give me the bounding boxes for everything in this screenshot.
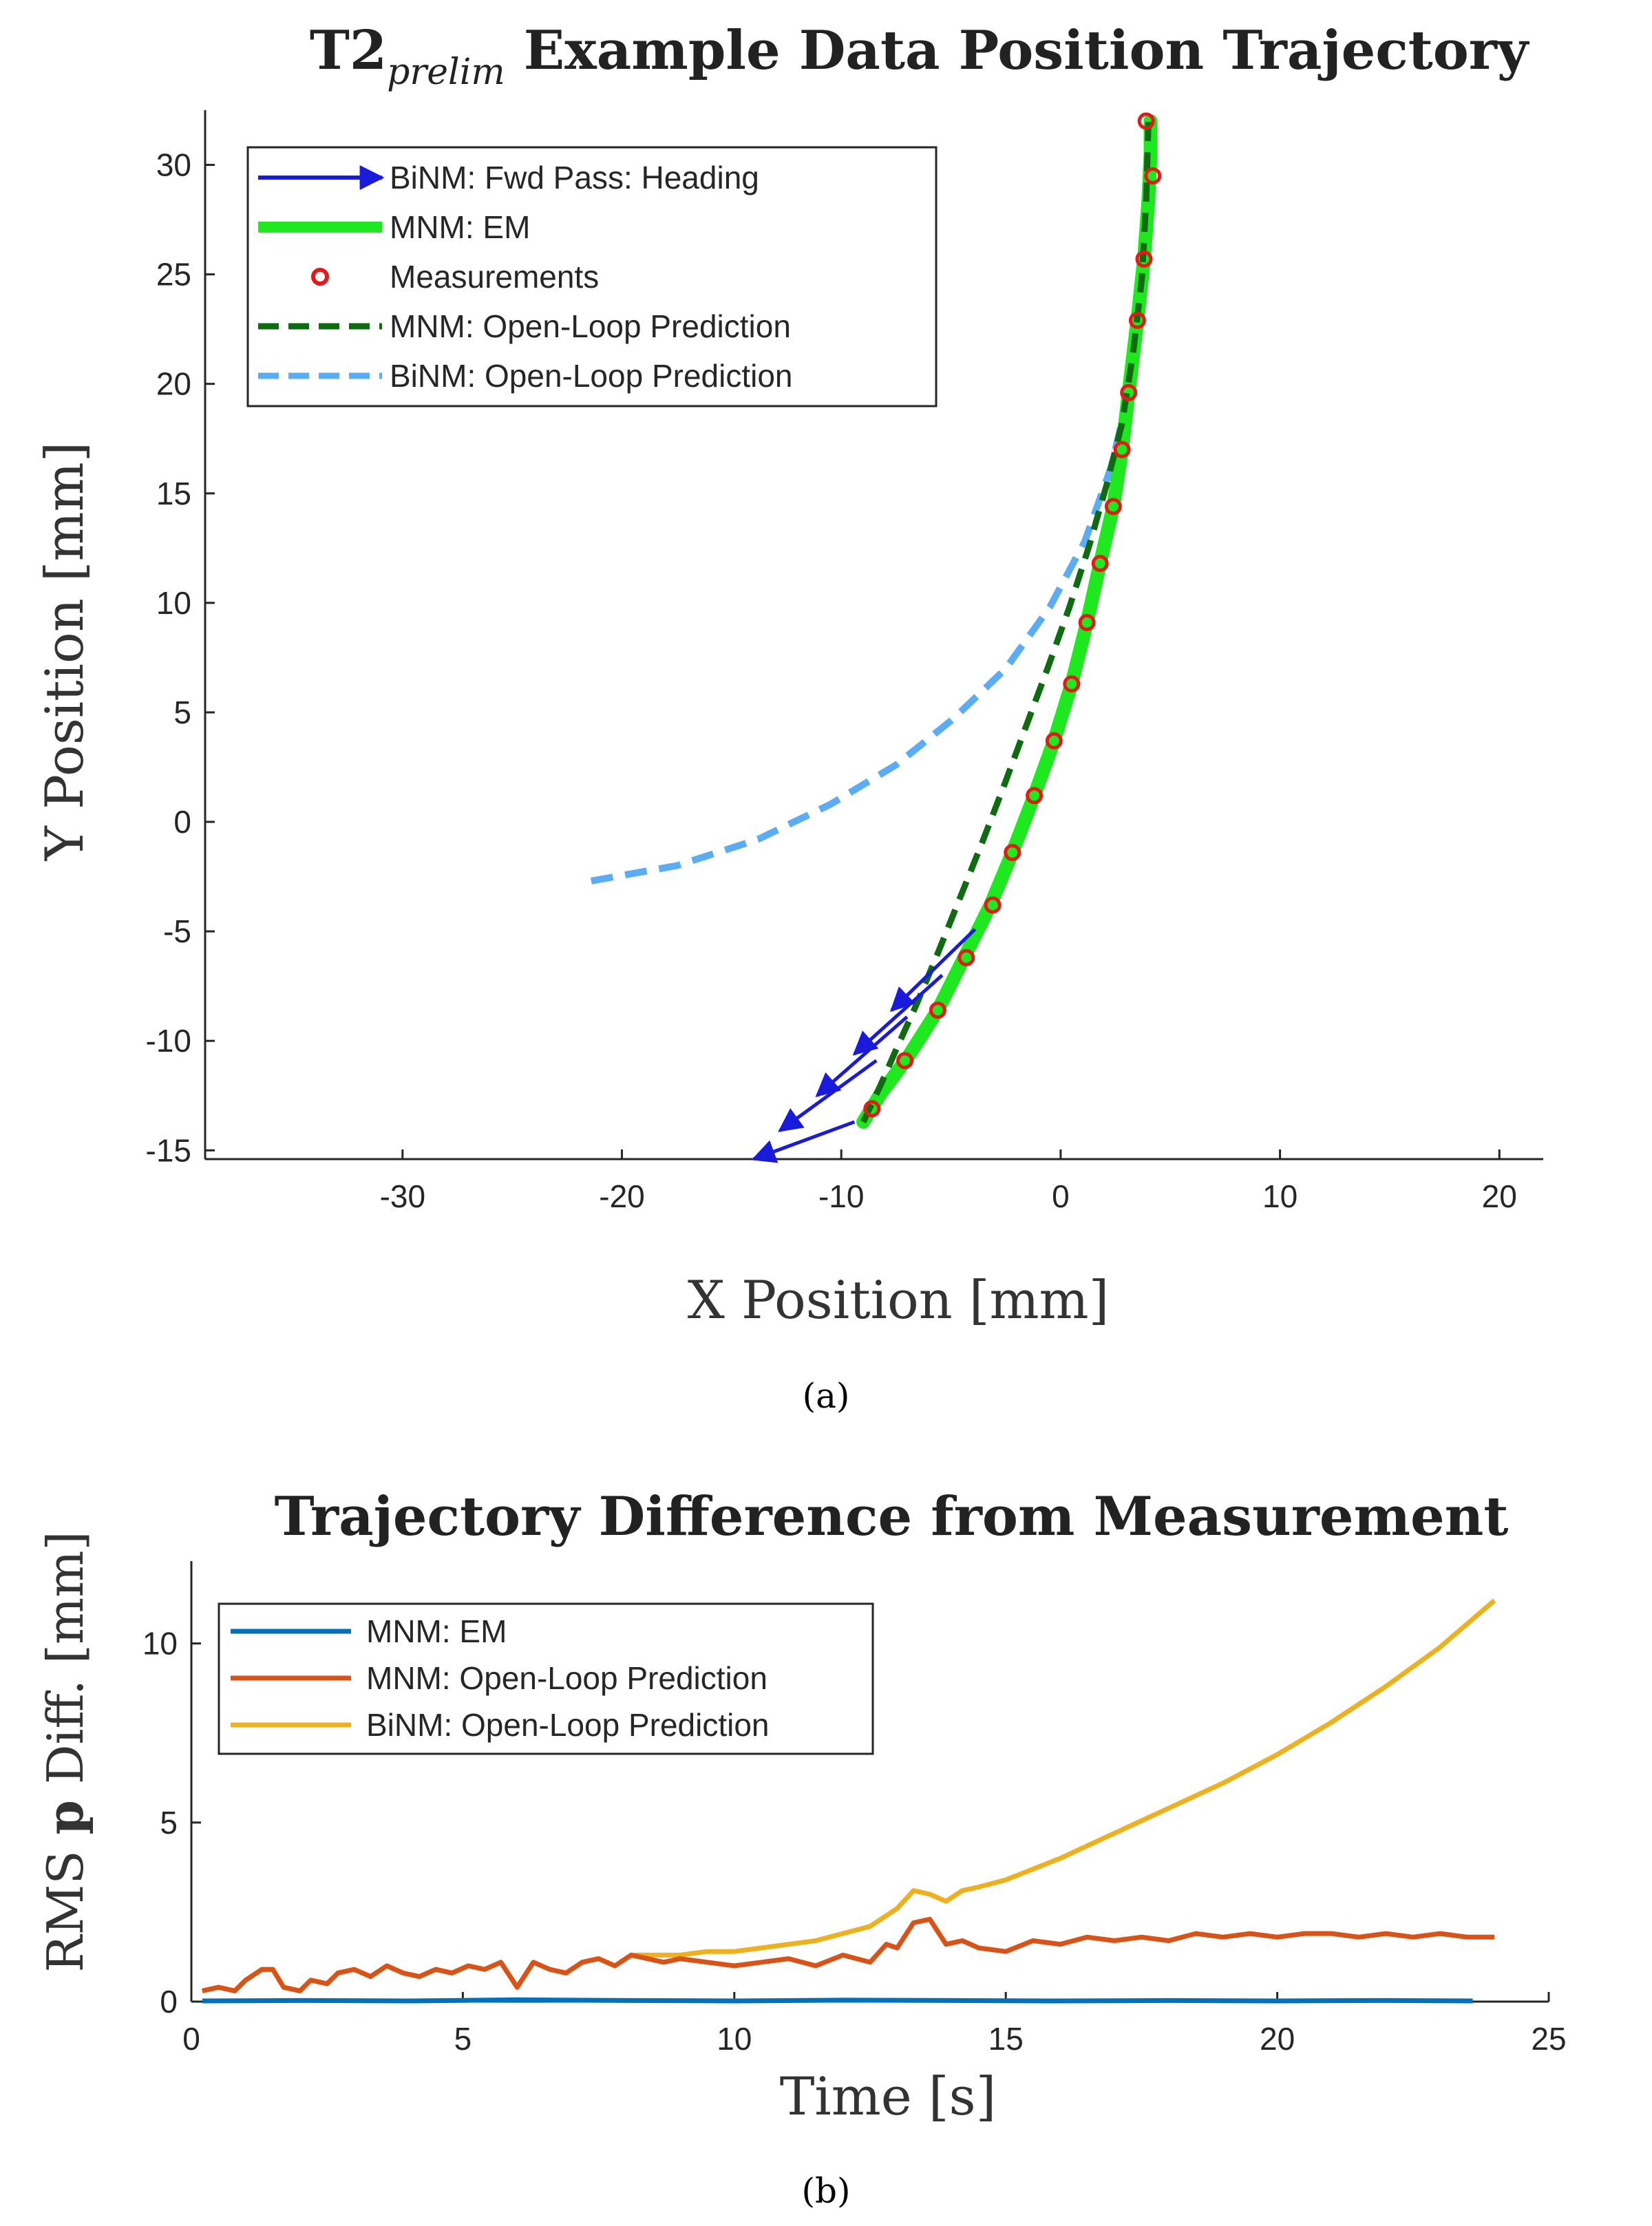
chart-b-x-tick-label: 20 — [1260, 2021, 1295, 2057]
legend-a-item-em: MNM: EM — [390, 209, 530, 245]
chart-a-legend: BiNM: Fwd Pass: Heading MNM: EM Measurem… — [258, 160, 793, 394]
series-mnm-open-loop-line — [202, 1916, 1495, 1993]
measurement-point — [1113, 441, 1131, 458]
legend-a-item-measurements: Measurements — [390, 259, 599, 295]
chart-b: Trajectory Difference from Measurement 0… — [36, 1485, 1567, 2211]
legend-a-item-heading: BiNM: Fwd Pass: Heading — [390, 160, 759, 195]
chart-a-x-tick-label: 10 — [1262, 1178, 1298, 1214]
chart-a: T2prelim Example Data Position Trajector… — [34, 19, 1543, 1416]
chart-a-caption: (a) — [803, 1376, 850, 1416]
legend-b-item-binm-ol: BiNM: Open-Loop Prediction — [366, 1707, 770, 1743]
chart-a-ylabel: Y Position [mm] — [34, 442, 95, 862]
measurement-point — [1137, 112, 1155, 130]
chart-a-y-tick-label: 25 — [156, 257, 191, 293]
chart-b-y-tick-label: 5 — [160, 1805, 178, 1841]
chart-a-y-tick-label: 0 — [173, 804, 191, 840]
chart-a-y-tick-label: -5 — [163, 913, 191, 949]
measurement-point — [1004, 844, 1021, 862]
measurement-point — [1135, 250, 1153, 268]
measurement-point — [1091, 555, 1109, 573]
chart-b-x-tick-label: 25 — [1531, 2021, 1566, 2057]
heading-arrow — [889, 928, 977, 1013]
chart-b-plot-area: 0 5 10 15 20 25 0 5 10 — [142, 1561, 1567, 2057]
measurement-point — [1063, 675, 1081, 693]
measurement-point — [984, 896, 1002, 914]
legend-a-measurement-marker — [311, 268, 329, 286]
chart-b-caption: (b) — [801, 2171, 850, 2211]
chart-b-x-tick-label: 0 — [182, 2021, 200, 2057]
heading-arrow — [778, 1059, 878, 1132]
chart-a-x-tick-label: 20 — [1482, 1178, 1517, 1214]
chart-b-x-tick-label: 10 — [717, 2021, 752, 2057]
series-mnm-em-line — [856, 114, 1158, 1129]
chart-b-ylabel: RMS p Diff. [mm] — [36, 1531, 94, 1972]
heading-arrow — [815, 1015, 909, 1098]
chart-a-x-tick-label: 0 — [1052, 1178, 1070, 1214]
chart-b-title: Trajectory Difference from Measurement — [275, 1485, 1509, 1548]
chart-a-legend-box — [246, 146, 938, 407]
series-mnm-open-loop-line — [860, 120, 1152, 1123]
legend-a-item-mnm-ol: MNM: Open-Loop Prediction — [390, 308, 791, 344]
legend-b-item-em: MNM: EM — [366, 1613, 507, 1649]
measurement-point — [957, 948, 975, 966]
chart-a-y-tick-label: 10 — [156, 585, 191, 621]
chart-b-xlabel: Time [s] — [780, 2066, 997, 2127]
chart-b-y-tick-label: 0 — [160, 1984, 178, 2020]
chart-a-x-tick-label: -20 — [599, 1178, 644, 1214]
chart-a-y-tick-label: 20 — [156, 366, 191, 402]
chart-b-y-tick-label: 10 — [142, 1626, 178, 1662]
measurement-point — [863, 1100, 881, 1118]
chart-a-y-tick-label: 15 — [156, 476, 191, 511]
chart-a-x-tick-label: -10 — [818, 1178, 864, 1214]
chart-a-x-tick-label: -30 — [380, 1178, 425, 1214]
heading-arrow — [852, 973, 944, 1056]
measurement-point — [896, 1052, 914, 1070]
chart-b-x-tick-label: 5 — [454, 2021, 472, 2057]
measurement-point — [929, 1001, 946, 1019]
chart-a-title: T2prelim Example Data Position Trajector… — [310, 19, 1530, 93]
chart-b-legend: MNM: EM MNM: Open-Loop Prediction BiNM: … — [231, 1613, 770, 1743]
legend-a-item-binm-ol: BiNM: Open-Loop Prediction — [390, 358, 793, 394]
measurement-point — [1120, 383, 1138, 401]
series-binm-open-loop-line — [591, 165, 1152, 884]
chart-a-y-tick-label: -10 — [146, 1023, 191, 1059]
chart-a-xlabel: X Position [mm] — [688, 1269, 1110, 1331]
measurement-point — [1045, 732, 1063, 750]
legend-b-item-mnm-ol: MNM: Open-Loop Prediction — [366, 1660, 767, 1696]
chart-a-y-tick-label: -15 — [146, 1132, 191, 1168]
measurement-point — [1026, 787, 1044, 805]
measurement-point — [1144, 167, 1162, 184]
series-mnm-em-line — [202, 1997, 1473, 2004]
chart-b-x-tick-label: 15 — [988, 2021, 1024, 2057]
chart-a-plot-area: -30 -20 -10 0 10 20 -15 -10 -5 0 5 10 15 20 25 30 — [146, 110, 1543, 1214]
chart-a-y-tick-label: 5 — [173, 695, 191, 730]
chart-a-y-tick-label: 30 — [156, 147, 191, 183]
heading-arrow — [751, 1120, 856, 1163]
measurement-point — [1078, 614, 1096, 632]
measurement-point — [1104, 498, 1122, 516]
measurement-point — [1128, 311, 1146, 329]
